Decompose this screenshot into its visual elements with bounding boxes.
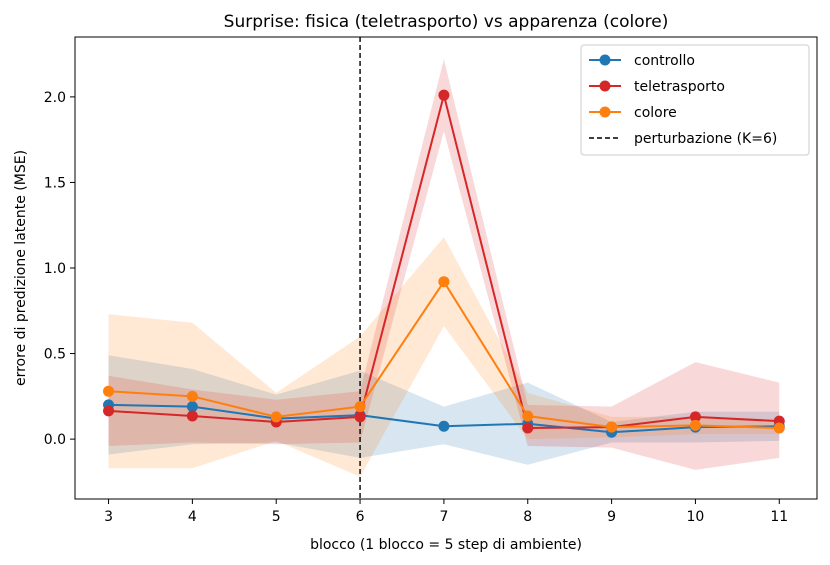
x-tick-label: 8	[523, 509, 532, 525]
legend-label-colore: colore	[634, 105, 677, 121]
point-colore-8	[522, 410, 534, 422]
series-points	[103, 89, 785, 438]
x-tick-label: 11	[770, 509, 788, 525]
point-colore-10	[689, 419, 701, 431]
y-tick-label: 0.5	[44, 347, 66, 363]
legend-label-controllo: controllo	[634, 53, 695, 69]
legend: controllo teletrasporto colore perturbazion…	[580, 44, 810, 156]
legend-marker-colore	[599, 106, 611, 118]
legend-label-teletrasporto: teletrasporto	[634, 79, 725, 95]
x-tick-label: 3	[104, 509, 113, 525]
point-teletrasporto-8	[522, 422, 534, 434]
point-colore-3	[103, 385, 115, 397]
point-colore-5	[270, 411, 282, 423]
point-teletrasporto-7	[438, 89, 450, 101]
x-tick-label: 5	[272, 509, 281, 525]
point-teletrasporto-10	[689, 411, 701, 423]
x-axis-ticks: 3 4 5 6 7 8 9 10 11	[104, 499, 788, 525]
x-tick-label: 6	[356, 509, 365, 525]
point-colore-4	[186, 390, 198, 402]
point-teletrasporto-3	[103, 405, 115, 417]
legend-marker-controllo	[599, 54, 611, 66]
point-controllo-4	[186, 401, 198, 413]
point-colore-7	[438, 276, 450, 288]
y-tick-label: 1.0	[44, 261, 66, 277]
x-tick-label: 7	[439, 509, 448, 525]
y-tick-label: 2.0	[44, 90, 66, 106]
band-teletrasporto	[108, 59, 780, 470]
point-teletrasporto-6	[354, 411, 366, 423]
x-tick-label: 10	[687, 509, 705, 525]
point-colore-6	[354, 401, 366, 413]
point-teletrasporto-4	[186, 410, 198, 422]
x-axis-label: blocco (1 blocco = 5 step di ambiente)	[310, 537, 582, 553]
y-axis-ticks: 0.0 0.5 1.0 1.5 2.0	[44, 90, 75, 448]
x-tick-label: 9	[607, 509, 616, 525]
y-tick-label: 0.0	[44, 432, 66, 448]
point-controllo-7	[438, 420, 450, 432]
chart-title: Surprise: fisica (teletrasporto) vs appa…	[224, 12, 669, 32]
legend-box	[580, 44, 810, 156]
point-colore-9	[606, 421, 618, 433]
x-tick-label: 4	[188, 509, 197, 525]
legend-marker-teletrasporto	[599, 80, 611, 92]
y-tick-label: 1.5	[44, 175, 66, 191]
point-colore-11	[773, 422, 785, 434]
y-axis-label: errore di predizione latente (MSE)	[13, 150, 29, 386]
legend-label-perturbation: perturbazione (K=6)	[634, 131, 777, 147]
